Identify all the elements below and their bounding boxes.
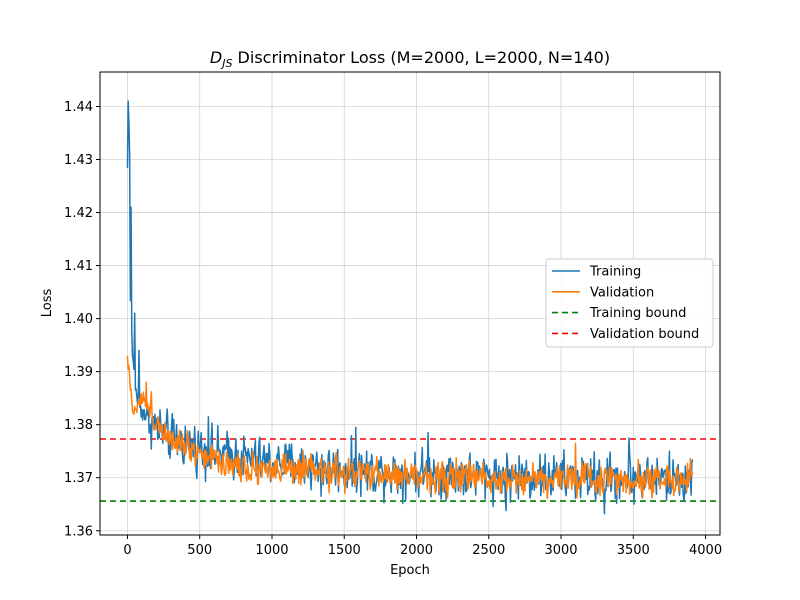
x-tick-label: 3000 (544, 543, 577, 558)
y-tick-label: 1.41 (64, 259, 93, 274)
legend: Training Validation Training bound Validati… (545, 258, 714, 348)
y-tick-label: 1.36 (64, 524, 93, 539)
x-axis-label: Epoch (390, 563, 430, 578)
x-tick-label: 0 (123, 543, 131, 558)
x-tick-label: 1000 (255, 543, 288, 558)
legend-box (545, 258, 714, 348)
chart-title: DJS Discriminator Loss (M=2000, L=2000, … (210, 48, 610, 70)
y-tick-label: 1.37 (64, 471, 93, 486)
x-tick-label: 1500 (328, 543, 361, 558)
series-line-validation (126, 355, 694, 500)
y-tick-label: 1.38 (64, 418, 93, 433)
y-tick-label: 1.42 (64, 206, 93, 221)
bound-lines (100, 438, 720, 502)
y-axis-label: Loss (40, 289, 55, 318)
y-tick-label: 1.44 (64, 100, 93, 115)
chart-title-rest: Discriminator Loss (M=2000, L=2000, N=14… (232, 48, 610, 67)
chart-title-prefix: D (210, 48, 222, 67)
x-tick-label: 500 (187, 543, 212, 558)
plot-frame (99, 71, 721, 536)
y-tick-label: 1.39 (64, 365, 93, 380)
y-tick-label: 1.43 (64, 153, 93, 168)
chart-title-subscript: JS (220, 57, 232, 70)
legend-label: Training (589, 265, 641, 280)
x-axis-ticks: 0 500 1000 1500 2000 2500 3000 3500 4000 (123, 535, 722, 558)
x-tick-label: 4000 (689, 543, 722, 558)
legend-label: Validation bound (590, 327, 699, 342)
y-axis-ticks: 1.36 1.37 1.38 1.39 1.40 1.41 1.42 1.43 1.44 (64, 100, 100, 539)
y-tick-label: 1.40 (64, 312, 93, 327)
x-tick-label: 2500 (472, 543, 505, 558)
legend-label: Training bound (589, 306, 686, 321)
x-tick-label: 2000 (400, 543, 433, 558)
x-tick-label: 3500 (617, 543, 650, 558)
legend-label: Validation (590, 285, 654, 300)
series-lines (126, 100, 694, 515)
